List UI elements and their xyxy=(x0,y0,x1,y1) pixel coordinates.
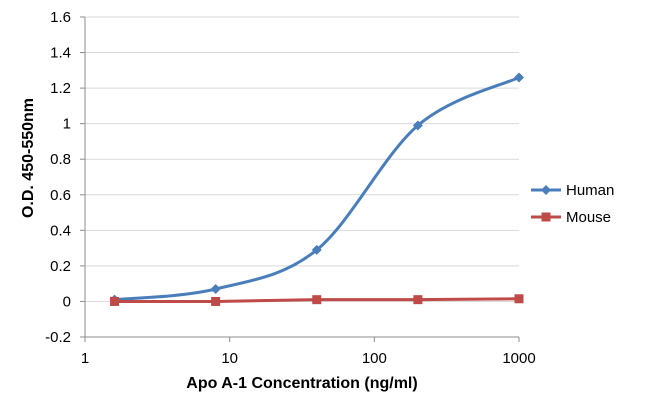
data-point-mouse xyxy=(110,296,120,306)
series-mouse xyxy=(110,294,524,306)
data-point-human xyxy=(514,72,524,83)
data-point-mouse xyxy=(514,294,524,304)
y-tick-label: -0.2 xyxy=(45,329,71,346)
y-tick-label: 0 xyxy=(63,293,71,310)
legend-marker-mouse xyxy=(541,212,551,222)
series-human xyxy=(109,72,524,305)
legend-item-human: Human xyxy=(531,182,614,199)
y-tick-label: 0.2 xyxy=(50,258,71,275)
y-tick-label: 0.4 xyxy=(50,222,71,239)
series xyxy=(109,72,524,306)
y-axis-title: O.D. 450-550nm xyxy=(20,98,37,218)
data-point-human xyxy=(210,284,221,294)
data-point-mouse xyxy=(211,296,221,306)
x-tick-label: 1 xyxy=(81,350,89,367)
legend-item-mouse: Mouse xyxy=(531,209,611,226)
legend-marker-human xyxy=(541,185,551,195)
gridlines xyxy=(85,16,519,338)
x-tick-labels: 1 10 100 1000 xyxy=(81,350,536,367)
x-tick-label: 10 xyxy=(221,350,238,367)
x-axis-title: Apo A-1 Concentration (ng/ml) xyxy=(186,375,417,392)
y-tick-label: 1 xyxy=(63,116,71,133)
y-tick-labels: -0.2 0 0.2 0.4 0.6 0.8 1 1.2 1.4 1.6 xyxy=(45,9,71,346)
y-tick-label: 0.6 xyxy=(50,187,71,204)
x-tick-label: 1000 xyxy=(502,350,535,367)
legend: Human Mouse xyxy=(531,182,614,226)
y-tick-label: 1.4 xyxy=(50,45,71,62)
data-point-human xyxy=(311,244,322,255)
legend-label-human: Human xyxy=(566,182,614,199)
y-tick-label: 1.6 xyxy=(50,9,71,26)
y-tick-label: 1.2 xyxy=(50,80,71,97)
data-point-human xyxy=(412,120,423,131)
data-point-mouse xyxy=(312,295,322,305)
x-tick-label: 100 xyxy=(362,350,387,367)
legend-label-mouse: Mouse xyxy=(566,209,611,226)
y-tick-label: 0.8 xyxy=(50,151,71,168)
axes xyxy=(80,16,520,342)
data-point-mouse xyxy=(413,295,423,305)
